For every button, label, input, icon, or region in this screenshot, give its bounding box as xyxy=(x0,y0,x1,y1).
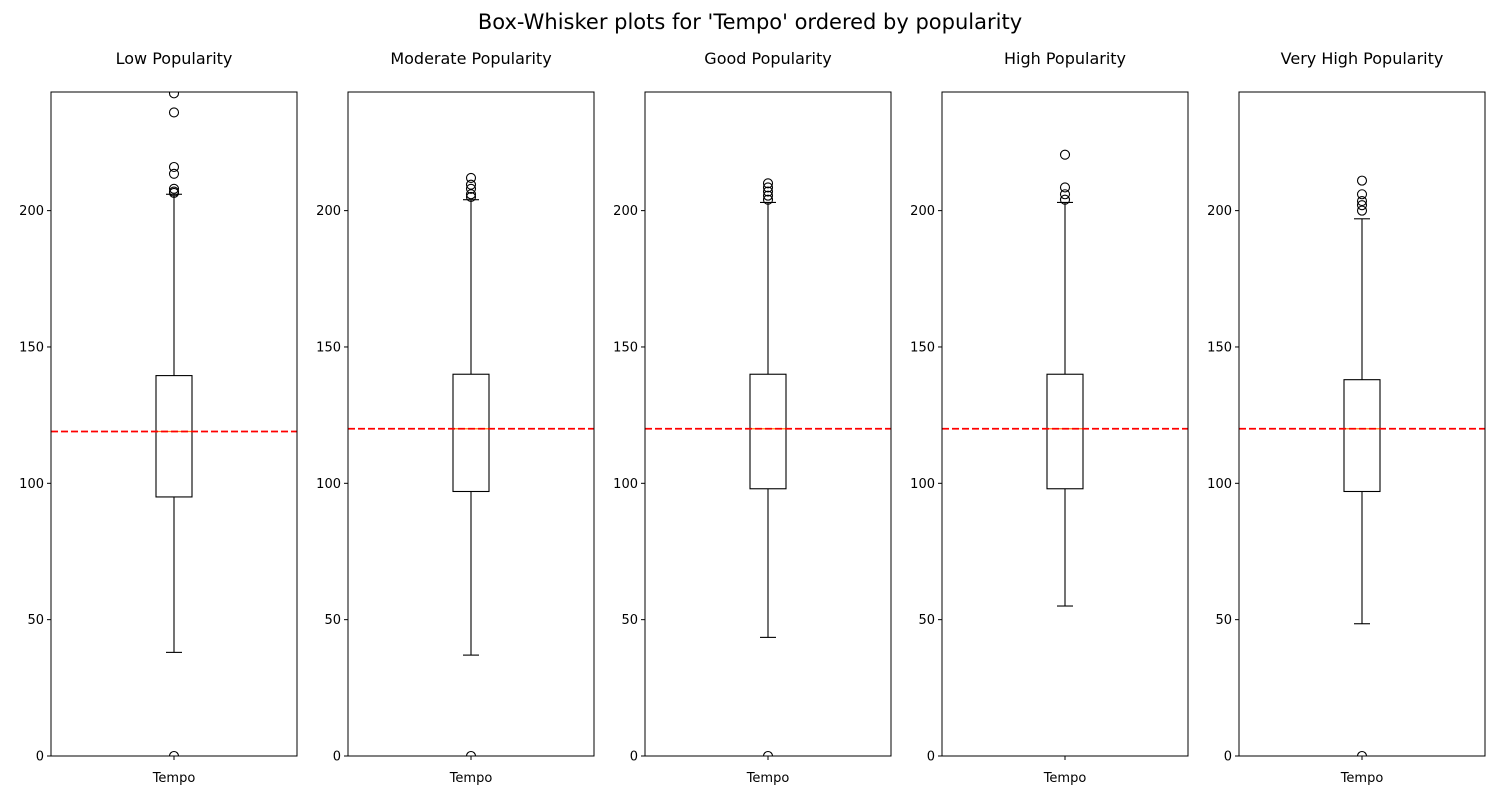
y-tick-label: 50 xyxy=(918,613,935,628)
y-tick-label: 150 xyxy=(910,340,935,355)
outlier-point xyxy=(465,750,477,756)
outlier-point xyxy=(1059,194,1071,205)
axes-frame xyxy=(1238,91,1486,757)
outlier-point xyxy=(762,194,774,205)
y-tick-label: 0 xyxy=(333,750,341,765)
outlier-point xyxy=(1356,175,1368,186)
outlier-point xyxy=(465,179,477,190)
outlier-point xyxy=(168,186,180,197)
outlier-point xyxy=(1356,205,1368,216)
panel-4: High Popularity 0 50 100 150 200 Tempo xyxy=(910,49,1189,786)
y-tick-label: 200 xyxy=(1207,204,1232,219)
plot-area xyxy=(645,178,891,756)
y-tick-label: 100 xyxy=(1207,477,1232,492)
iqr-box xyxy=(749,373,787,490)
outlier-point xyxy=(762,186,774,197)
outlier-point xyxy=(1059,189,1071,200)
outlier-point xyxy=(465,172,477,183)
plot-area xyxy=(1239,175,1485,756)
axes-frame xyxy=(347,91,595,757)
outlier-point xyxy=(762,182,774,193)
y-tick-label: 100 xyxy=(910,477,935,492)
x-tick-label: Tempo xyxy=(746,771,790,786)
iqr-box xyxy=(1046,373,1084,490)
y-tick-label: 0 xyxy=(1224,750,1232,765)
x-tick-label: Tempo xyxy=(449,771,493,786)
y-tick-label: 100 xyxy=(613,477,638,492)
y-tick-label: 50 xyxy=(324,613,341,628)
panel-title: Low Popularity xyxy=(116,49,233,68)
x-tick-label: Tempo xyxy=(152,771,196,786)
y-tick-label: 0 xyxy=(36,750,44,765)
panel-5: Very High Popularity 0 50 100 150 200 Tempo xyxy=(1207,49,1486,786)
outlier-point xyxy=(1356,200,1368,211)
y-tick-label: 50 xyxy=(27,613,44,628)
figure-title: Box-Whisker plots for 'Tempo' ordered by… xyxy=(477,10,1023,34)
outlier-point xyxy=(1356,196,1368,207)
iqr-box xyxy=(452,373,490,493)
outlier-point xyxy=(168,750,180,756)
outlier-point xyxy=(1059,182,1071,193)
y-tick-label: 50 xyxy=(621,613,638,628)
axes-frame xyxy=(50,91,298,757)
panel-title: High Popularity xyxy=(1004,49,1126,68)
panel-title: Very High Popularity xyxy=(1281,49,1444,68)
panel-title: Moderate Popularity xyxy=(390,49,551,68)
outlier-point xyxy=(1059,149,1071,160)
panel-2: Moderate Popularity 0 50 100 150 200 Tempo xyxy=(316,49,595,786)
outlier-point xyxy=(762,750,774,756)
iqr-box xyxy=(155,375,193,498)
y-tick-label: 150 xyxy=(19,340,44,355)
y-tick-label: 100 xyxy=(19,477,44,492)
outlier-point xyxy=(168,161,180,173)
outlier-point xyxy=(168,183,180,194)
panel-3: Good Popularity 0 50 100 150 200 Tempo xyxy=(613,49,892,786)
y-tick-label: 200 xyxy=(613,204,638,219)
outlier-point xyxy=(1356,750,1368,756)
y-tick-label: 150 xyxy=(316,340,341,355)
x-tick-label: Tempo xyxy=(1340,771,1384,786)
outlier-point xyxy=(168,107,180,118)
panel-1: Low Popularity 0 50 100 150 200 Tempo xyxy=(19,49,298,786)
outlier-point xyxy=(168,168,180,179)
outlier-point xyxy=(762,190,774,201)
x-tick-label: Tempo xyxy=(1043,771,1087,786)
y-tick-label: 200 xyxy=(19,204,44,219)
outlier-point xyxy=(762,178,774,189)
y-tick-label: 100 xyxy=(316,477,341,492)
plot-area xyxy=(51,92,297,756)
plot-area xyxy=(348,172,594,756)
panel-title: Good Popularity xyxy=(704,49,831,68)
outlier-point xyxy=(465,191,477,203)
y-tick-label: 200 xyxy=(910,204,935,219)
y-tick-label: 200 xyxy=(316,204,341,219)
iqr-box xyxy=(1343,379,1381,493)
outlier-point xyxy=(168,92,180,99)
outlier-point xyxy=(465,183,477,194)
y-tick-label: 0 xyxy=(630,750,638,765)
y-tick-label: 0 xyxy=(927,750,935,765)
y-tick-label: 50 xyxy=(1215,613,1232,628)
outlier-point xyxy=(1356,189,1368,200)
y-tick-label: 150 xyxy=(613,340,638,355)
y-tick-label: 150 xyxy=(1207,340,1232,355)
plot-area xyxy=(942,149,1188,607)
